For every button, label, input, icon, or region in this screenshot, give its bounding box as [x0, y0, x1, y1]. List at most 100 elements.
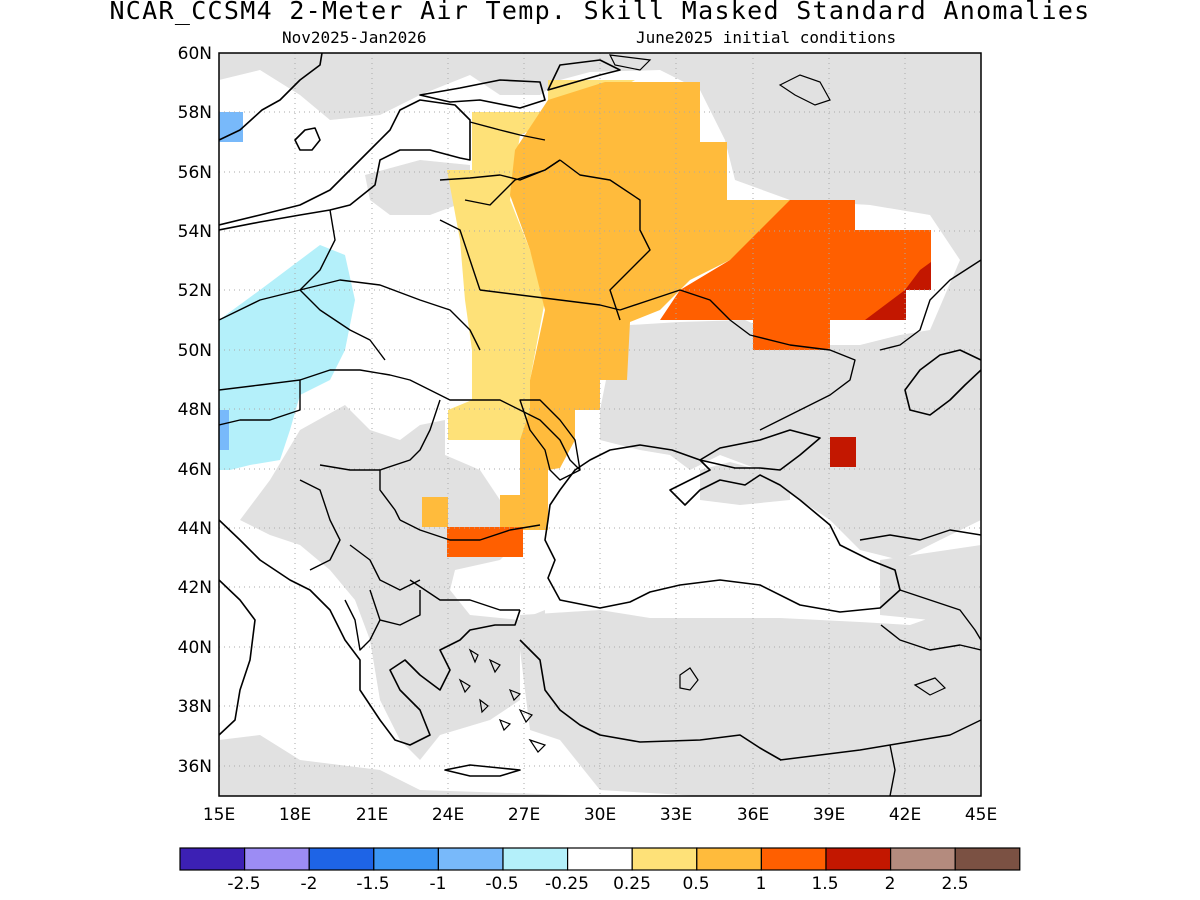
masked-regions [219, 53, 981, 796]
caspian-coast [904, 349, 981, 416]
colorbar-label: -1.5 [356, 874, 389, 894]
lon-label-24E: 24E [432, 805, 464, 825]
lon-label-42E: 42E [889, 805, 921, 825]
anomaly-orange [500, 82, 790, 530]
colorbar-label: 1.5 [811, 874, 838, 894]
border-iraq [889, 744, 896, 796]
masked-region-ukraine-south [600, 320, 981, 530]
lon-label-18E: 18E [279, 805, 311, 825]
black-sea-coast [544, 444, 901, 613]
masked-region-north [219, 53, 981, 420]
colorbar-swatch [179, 847, 246, 871]
lon-label-33E: 33E [660, 805, 692, 825]
lat-label-50N: 50N [178, 341, 212, 361]
border-romania-ukraine [470, 399, 581, 471]
colorbar-swatch [373, 847, 439, 871]
border-poland-belarus [439, 219, 481, 291]
colorbar-swatch [954, 847, 1021, 871]
scandinavia-coast [219, 53, 323, 141]
lat-axis: 36N 38N 40N 42N 44N 46N 48N 50N 52N 54N … [178, 44, 212, 777]
border-belarus-north [464, 159, 561, 206]
border-slovakia-hungary [299, 369, 470, 401]
colorbar-swatch [825, 847, 892, 871]
anomaly-red-orange-danube [447, 527, 523, 557]
italy-coast [219, 579, 256, 736]
cyprus [679, 667, 699, 691]
lat-label-56N: 56N [178, 163, 212, 183]
colorbar-swatch [760, 847, 827, 871]
lat-label-60N: 60N [178, 44, 212, 64]
colorbar-label: -0.5 [485, 874, 518, 894]
onega-lake [608, 54, 652, 71]
anomaly-red-orange [660, 200, 931, 350]
colorbar-label: -1 [430, 874, 447, 894]
colorbar-swatch [566, 847, 633, 871]
gridlines [219, 53, 981, 796]
border-serbia-south [349, 544, 421, 591]
border-georgia [859, 529, 981, 541]
adriatic-coast [219, 519, 521, 746]
lon-label-39E: 39E [813, 805, 845, 825]
lon-label-15E: 15E [203, 805, 235, 825]
border-poland-south [299, 279, 481, 351]
border-hungary-romania [319, 399, 441, 471]
colorbar-label: -2.5 [227, 874, 260, 894]
border-poland-germany [299, 209, 336, 291]
anomaly-orange-balkans [422, 497, 448, 527]
lat-label-52N: 52N [178, 281, 212, 301]
warm-anomalies [422, 80, 931, 557]
forecast-period: Nov2025-Jan2026 [282, 28, 427, 47]
lat-label-54N: 54N [178, 222, 212, 242]
colorbar-label: 0.25 [613, 874, 651, 894]
lon-axis: 15E 18E 21E 24E 27E 30E 33E 36E 39E 42E … [203, 805, 997, 825]
aegean-islands [458, 648, 547, 753]
masked-region-south [219, 735, 600, 796]
azov-sea-coast [699, 429, 821, 471]
masked-region-balkans [240, 405, 545, 760]
border-romania-serbia [379, 470, 401, 521]
lon-label-21E: 21E [356, 805, 388, 825]
rybinsk-reservoir [778, 74, 831, 106]
map-frame [218, 52, 982, 797]
lon-label-45E: 45E [965, 805, 997, 825]
colorbar-swatch [696, 847, 762, 871]
borders [219, 121, 981, 796]
border-latvia-estonia [469, 121, 546, 141]
border-albania [344, 599, 381, 651]
colorbar-swatch [244, 847, 310, 871]
cool-anomalies [219, 112, 355, 470]
border-austria [219, 379, 301, 426]
border-bulgaria-greece-turkey [409, 579, 520, 611]
border-belarus-ukraine [479, 289, 621, 311]
border-romania-bulgaria [399, 519, 541, 541]
lat-label-44N: 44N [178, 519, 212, 539]
masked-region-crimea [700, 462, 790, 505]
islands [458, 54, 947, 753]
initial-conditions: June2025 initial conditions [636, 28, 897, 47]
anomaly-blue-patch-north [219, 112, 243, 142]
border-kazakhstan [879, 259, 981, 351]
colorbar-swatch [631, 847, 698, 871]
border-czech [219, 289, 386, 361]
coastlines [219, 53, 981, 777]
lat-label-42N: 42N [178, 578, 212, 598]
border-moldova [519, 399, 581, 481]
gotland [294, 127, 321, 151]
lat-label-36N: 36N [178, 757, 212, 777]
anatolia-coast [519, 639, 782, 761]
lon-label-27E: 27E [508, 805, 540, 825]
colorbar-swatches [179, 847, 1021, 871]
anomaly-dark-red-caucasus [830, 437, 856, 467]
border-turkey-east [880, 624, 981, 651]
colorbar-labels: -2.5 -2 -1.5 -1 -0.5 -0.25 0.25 0.5 1 1.… [227, 874, 968, 894]
masked-region-baltic [365, 160, 470, 215]
border-serbia-bosnia [299, 479, 341, 571]
colorbar-label: 2.5 [941, 874, 968, 894]
lon-label-30E: 30E [584, 805, 616, 825]
gulf-of-finland [419, 79, 546, 109]
lake-van [913, 677, 947, 696]
lat-label-46N: 46N [178, 460, 212, 480]
anomaly-blue-patch-west [219, 410, 229, 450]
anomaly-light-yellow [447, 80, 635, 468]
